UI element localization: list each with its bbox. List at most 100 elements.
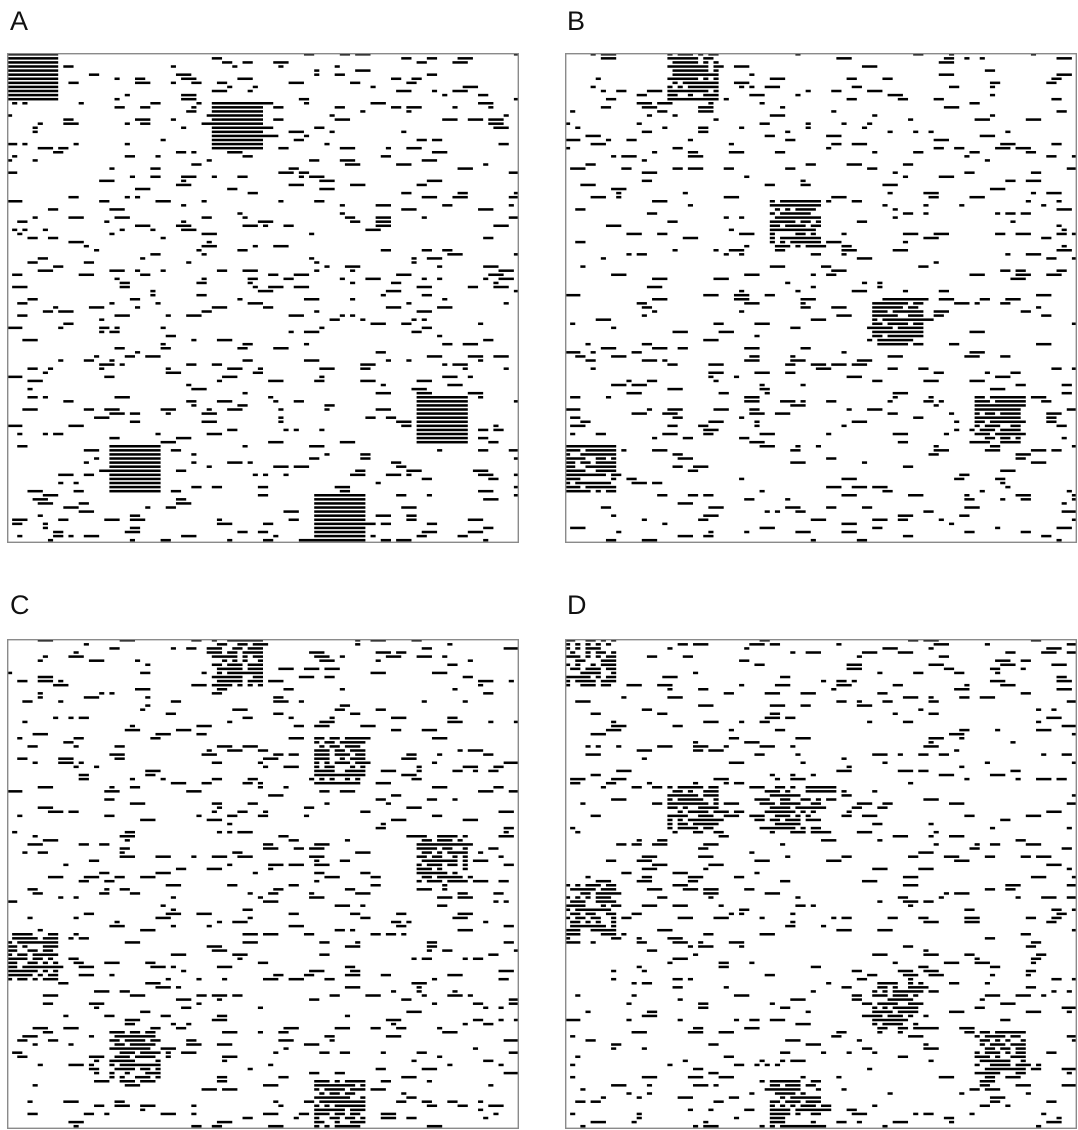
matrix-cell-run bbox=[887, 916, 898, 920]
matrix-cell-run bbox=[350, 281, 356, 285]
matrix-cell-run bbox=[739, 289, 745, 293]
matrix-cell-run bbox=[769, 1112, 791, 1116]
matrix-cell-run bbox=[344, 973, 361, 977]
matrix-cell-run bbox=[452, 798, 458, 801]
matrix-cell-run bbox=[319, 745, 325, 748]
matrix-cell-run bbox=[426, 57, 438, 60]
matrix-cell-run bbox=[478, 428, 489, 432]
matrix-cell-run bbox=[826, 146, 832, 150]
matrix-cell-run bbox=[288, 130, 304, 134]
matrix-cell-run bbox=[175, 498, 187, 501]
matrix-cell-run bbox=[831, 142, 842, 146]
matrix-cell-run bbox=[677, 818, 683, 822]
matrix-cell-run bbox=[1056, 912, 1067, 916]
matrix-cell-run bbox=[437, 867, 443, 871]
matrix-cell-run bbox=[657, 896, 668, 899]
matrix-cell-run bbox=[646, 379, 658, 383]
matrix-cell-run bbox=[605, 138, 612, 142]
matrix-cell-run bbox=[42, 526, 48, 530]
matrix-cell-run bbox=[263, 757, 279, 760]
matrix-cell-run bbox=[1056, 526, 1072, 530]
matrix-cell-run bbox=[303, 973, 315, 977]
matrix-cell-run bbox=[421, 839, 432, 842]
matrix-cell-run bbox=[897, 97, 909, 101]
matrix-cell-run bbox=[109, 330, 120, 334]
matrix-cell-run bbox=[442, 298, 448, 301]
matrix-cell-run bbox=[273, 400, 279, 403]
matrix-cell-run bbox=[708, 1108, 714, 1112]
matrix-cell-run bbox=[928, 396, 934, 399]
matrix-cell-run bbox=[63, 122, 79, 125]
matrix-cell-run bbox=[109, 465, 161, 468]
matrix-cell-run bbox=[508, 171, 519, 174]
matrix-cell-run bbox=[595, 489, 601, 493]
matrix-cell-run bbox=[442, 1031, 458, 1034]
matrix-cell-run bbox=[186, 1043, 202, 1046]
matrix-cell-run bbox=[631, 994, 637, 997]
matrix-cell-run bbox=[626, 1002, 632, 1005]
matrix-cell-run bbox=[565, 351, 581, 354]
matrix-cell-run bbox=[923, 212, 929, 215]
matrix-cell-run bbox=[324, 667, 340, 671]
matrix-cell-run bbox=[703, 794, 719, 797]
matrix-cell-run bbox=[37, 786, 54, 789]
matrix-cell-run bbox=[621, 933, 627, 936]
matrix-cell-run bbox=[759, 432, 775, 436]
matrix-cell-run bbox=[7, 945, 18, 948]
matrix-cell-run bbox=[841, 351, 847, 354]
matrix-cell-run bbox=[1020, 659, 1031, 662]
matrix-cell-run bbox=[339, 212, 345, 215]
matrix-cell-run bbox=[1015, 1051, 1026, 1054]
matrix-cell-run bbox=[426, 941, 438, 944]
matrix-cell-run bbox=[728, 941, 745, 944]
matrix-cell-run bbox=[672, 167, 683, 170]
matrix-cell-run bbox=[667, 961, 673, 965]
matrix-cell-run bbox=[744, 1026, 760, 1030]
matrix-cell-run bbox=[298, 97, 310, 101]
matrix-cell-run bbox=[877, 982, 898, 985]
matrix-cell-run bbox=[652, 843, 668, 846]
matrix-cell-run bbox=[375, 204, 391, 207]
matrix-cell-run bbox=[447, 973, 463, 977]
matrix-cell-run bbox=[575, 884, 581, 887]
matrix-cell-run bbox=[242, 269, 258, 272]
matrix-cell-run bbox=[462, 867, 468, 871]
matrix-cell-run bbox=[595, 900, 617, 903]
matrix-cell-run bbox=[32, 1043, 38, 1046]
matrix-cell-run bbox=[851, 969, 862, 973]
matrix-cell-run bbox=[575, 916, 586, 920]
matrix-cell-run bbox=[570, 651, 576, 654]
matrix-cell-run bbox=[242, 933, 258, 936]
matrix-cell-run bbox=[1051, 708, 1057, 711]
matrix-cell-run bbox=[216, 1120, 233, 1124]
matrix-cell-run bbox=[1025, 969, 1037, 973]
matrix-cell-run bbox=[974, 424, 980, 428]
matrix-cell-run bbox=[810, 826, 821, 830]
matrix-cell-run bbox=[145, 696, 151, 699]
matrix-cell-run bbox=[774, 151, 786, 154]
matrix-cell-run bbox=[401, 1075, 417, 1079]
matrix-cell-run bbox=[170, 965, 176, 969]
matrix-cell-run bbox=[42, 522, 48, 526]
matrix-cell-run bbox=[145, 704, 151, 707]
matrix-cell-run bbox=[611, 457, 617, 460]
matrix-cell-run bbox=[99, 469, 161, 473]
matrix-cell-run bbox=[401, 506, 417, 509]
matrix-cell-run bbox=[99, 363, 115, 366]
matrix-cell-run bbox=[314, 737, 325, 740]
matrix-cell-run bbox=[406, 469, 422, 473]
matrix-cell-run bbox=[385, 1035, 402, 1038]
matrix-cell-run bbox=[375, 216, 391, 219]
matrix-cell-run bbox=[887, 1092, 893, 1095]
matrix-cell-run bbox=[58, 896, 64, 899]
matrix-cell-run bbox=[109, 1031, 125, 1034]
matrix-cell-run bbox=[575, 481, 612, 485]
matrix-cell-run bbox=[902, 900, 919, 903]
matrix-cell-run bbox=[211, 675, 243, 679]
matrix-cell-run bbox=[856, 220, 868, 223]
matrix-cell-run bbox=[723, 216, 729, 219]
matrix-cell-run bbox=[181, 1051, 197, 1054]
matrix-cell-run bbox=[252, 85, 258, 89]
matrix-cell-run bbox=[350, 757, 366, 760]
matrix-cell-run bbox=[785, 371, 796, 375]
